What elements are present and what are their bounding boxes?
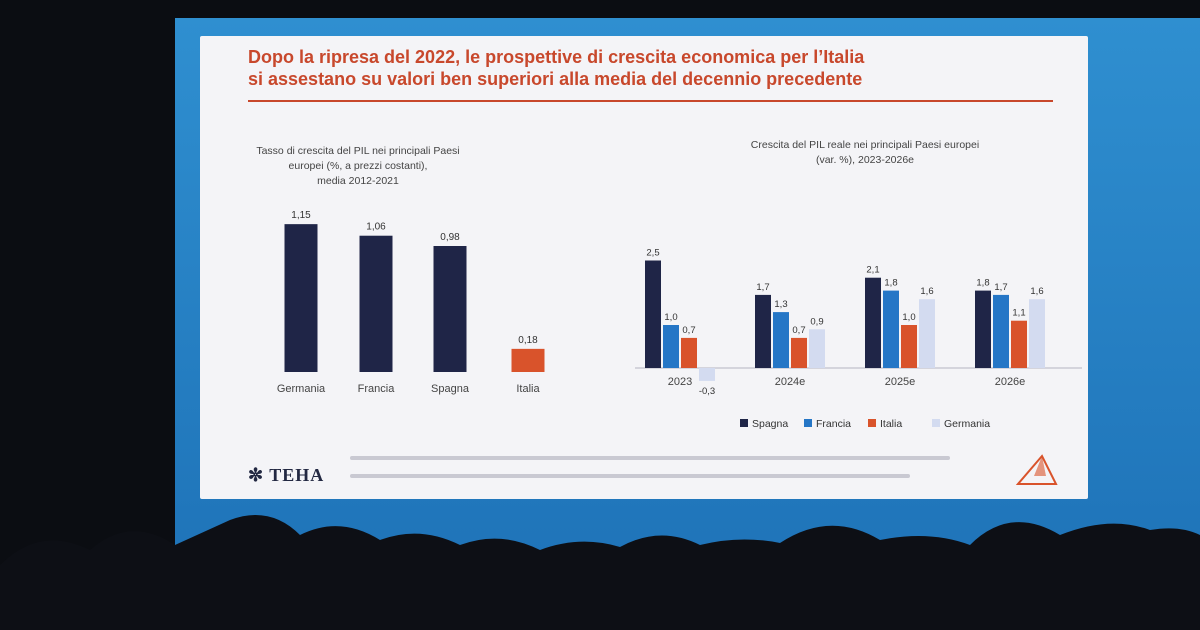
- chart2-value-label: 0,9: [810, 316, 823, 327]
- chart2-bar-italia: [681, 337, 697, 368]
- chart2-value-label: 1,3: [774, 299, 787, 310]
- chart2-legend-swatch: [740, 419, 748, 427]
- chart2-bar-spagna: [755, 294, 771, 368]
- chart2-legend-swatch: [804, 419, 812, 427]
- chart2-legend-label: Spagna: [752, 418, 788, 430]
- chart2-legend-swatch: [868, 419, 876, 427]
- presentation-slide: Dopo la ripresa del 2022, le prospettive…: [200, 36, 1088, 499]
- chart2-bar-italia: [901, 325, 917, 368]
- chart1-value-label: 1,15: [291, 210, 311, 221]
- chart2-legend-label: Germania: [944, 418, 990, 430]
- title-underline: [248, 100, 1053, 102]
- chart1-title-line: europei (%, a prezzi costanti),: [289, 160, 428, 172]
- chart1-title-line: Tasso di crescita del PIL nei principali…: [256, 145, 459, 157]
- chart2-value-label: 1,1: [1012, 308, 1025, 319]
- chart1-title-line: media 2012-2021: [317, 175, 399, 187]
- chart2-value-label: 2,5: [646, 248, 659, 259]
- chart1-category-label: Germania: [277, 383, 326, 395]
- chart2-bar-francia: [993, 294, 1009, 368]
- chart2-bar-francia: [663, 325, 679, 368]
- chart1-bar: [433, 246, 467, 372]
- teha-logo: ✼ TEHA: [248, 465, 324, 486]
- footnote-line-2: [350, 474, 910, 478]
- chart2-value-label: 1,7: [756, 282, 769, 293]
- chart2-legend-label: Francia: [816, 418, 851, 430]
- footnote-line-1: [350, 456, 950, 460]
- chart1-value-label: 0,18: [518, 335, 538, 346]
- slide-title: Dopo la ripresa del 2022, le prospettive…: [248, 46, 1058, 90]
- chart1-bar: [511, 348, 545, 372]
- chart2-category-label: 2026e: [995, 376, 1026, 388]
- chart2-value-label: 1,7: [994, 282, 1007, 293]
- chart2-value-label: 0,7: [792, 325, 805, 336]
- chart1-category-label: Spagna: [431, 383, 470, 395]
- teha-logo-mark: ✼: [248, 465, 265, 485]
- chart2-bar-spagna: [645, 260, 661, 368]
- chart1-bar: [284, 224, 318, 372]
- chart2-bar-francia: [883, 290, 899, 368]
- chart2-category-label: 2023: [668, 376, 692, 388]
- chart2-title-line: (var. %), 2023-2026e: [816, 154, 914, 166]
- chart2-category-label: 2024e: [775, 376, 806, 388]
- audience-silhouettes: [0, 515, 1200, 630]
- teha-logo-text: TEHA: [269, 465, 325, 485]
- chart2-category-label: 2025e: [885, 376, 916, 388]
- chart2-value-label: 1,8: [976, 278, 989, 289]
- chart2-bar-italia: [1011, 320, 1027, 368]
- chart2-legend-label: Italia: [880, 418, 902, 430]
- chart1-value-label: 0,98: [440, 232, 460, 243]
- chart2-bar-germania: [699, 368, 715, 381]
- chart1-category-label: Italia: [516, 383, 540, 395]
- chart2-bar-germania: [809, 329, 825, 368]
- chart2-value-label: 1,0: [664, 312, 677, 323]
- chart2-value-label: 1,6: [920, 286, 933, 297]
- slide-title-line-1: Dopo la ripresa del 2022, le prospettive…: [248, 47, 865, 67]
- chart1-bar: [359, 235, 393, 372]
- chart2-value-label: 1,0: [902, 312, 915, 323]
- chart2-legend-swatch: [932, 419, 940, 427]
- chart2-bar-germania: [1029, 299, 1045, 368]
- chart2-bar-italia: [791, 337, 807, 368]
- chart2-bar-germania: [919, 299, 935, 368]
- chart2-value-label: 0,7: [682, 325, 695, 336]
- chart1-value-label: 1,06: [366, 222, 386, 233]
- chart2-value-label: 2,1: [866, 265, 879, 276]
- chart2-value-label: -0,3: [699, 386, 715, 397]
- chart2-bar-francia: [773, 312, 789, 368]
- chart2-title-line: Crescita del PIL reale nei principali Pa…: [751, 139, 979, 151]
- slide-title-line-2: si assestano su valori ben superiori all…: [248, 69, 863, 89]
- sail-logo-icon: [1015, 454, 1058, 485]
- chart2-bar-spagna: [865, 277, 881, 368]
- chart1-category-label: Francia: [358, 383, 396, 395]
- chart2-bar-spagna: [975, 290, 991, 368]
- chart2-value-label: 1,8: [884, 278, 897, 289]
- chart2-value-label: 1,6: [1030, 286, 1043, 297]
- charts-area: Tasso di crescita del PIL nei principali…: [256, 139, 1082, 430]
